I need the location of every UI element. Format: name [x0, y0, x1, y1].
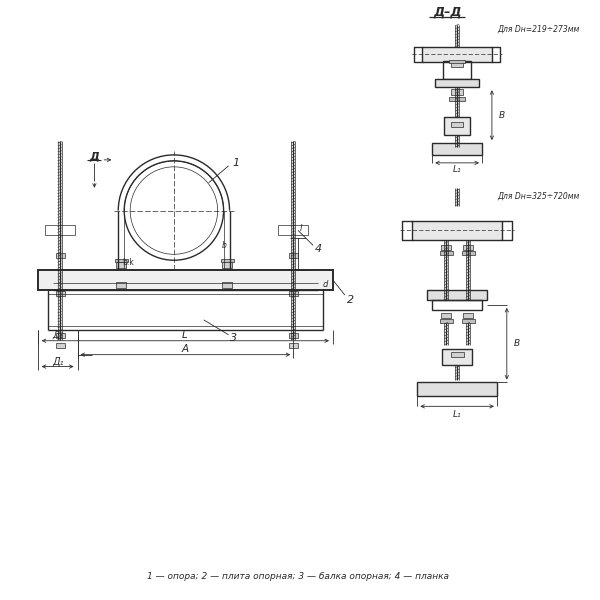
Bar — [115, 259, 128, 262]
Bar — [463, 245, 473, 250]
Bar — [451, 61, 463, 67]
Bar — [278, 226, 308, 235]
Bar — [451, 122, 463, 127]
Bar — [432, 300, 482, 310]
Bar — [45, 226, 74, 235]
Bar — [221, 262, 232, 268]
Bar — [116, 282, 126, 288]
Text: A: A — [181, 344, 188, 353]
Bar — [451, 352, 464, 356]
Bar — [56, 253, 65, 258]
Text: Для Dн=219÷273мм: Для Dн=219÷273мм — [497, 24, 579, 33]
Bar — [412, 220, 502, 241]
Text: L₁: L₁ — [453, 166, 461, 175]
Text: l: l — [300, 224, 302, 233]
Text: L: L — [182, 330, 188, 340]
Bar — [451, 89, 463, 95]
Bar — [440, 319, 453, 323]
Bar — [221, 282, 232, 288]
Bar — [289, 333, 298, 338]
Text: b.k: b.k — [122, 258, 134, 267]
Text: 1: 1 — [232, 158, 239, 168]
Bar — [463, 313, 473, 318]
Bar — [116, 262, 126, 268]
Text: Д–Д: Д–Д — [433, 5, 461, 19]
Bar — [441, 313, 451, 318]
Bar — [435, 79, 479, 88]
Text: L₁: L₁ — [453, 410, 461, 419]
Text: 4: 4 — [314, 244, 322, 254]
Text: B: B — [514, 339, 520, 348]
Text: 3: 3 — [230, 333, 237, 343]
Text: Д: Д — [89, 151, 100, 161]
Bar — [443, 61, 471, 79]
Bar — [289, 253, 298, 258]
Bar — [462, 319, 475, 323]
Text: 2: 2 — [347, 295, 355, 305]
Bar — [462, 251, 475, 255]
Text: Д₁: Д₁ — [52, 356, 64, 367]
Text: d: d — [322, 280, 328, 289]
Text: 1 — опора; 2 — плита опорная; 3 — балка опорная; 4 — планка: 1 — опора; 2 — плита опорная; 3 — балка … — [147, 572, 449, 581]
Bar — [422, 47, 492, 61]
Bar — [56, 333, 65, 338]
Bar — [432, 143, 482, 155]
Bar — [289, 291, 298, 296]
Bar — [449, 97, 465, 101]
Bar — [444, 117, 470, 135]
Bar — [418, 382, 497, 397]
Bar — [442, 349, 472, 365]
Bar — [441, 245, 451, 250]
Text: b: b — [222, 241, 227, 250]
Bar — [38, 270, 333, 290]
Text: Для Dн=325÷720мм: Для Dн=325÷720мм — [497, 191, 579, 200]
Text: B: B — [499, 110, 505, 119]
Bar — [56, 343, 65, 347]
Bar — [221, 259, 233, 262]
Bar — [440, 251, 453, 255]
Bar — [449, 59, 465, 64]
Bar — [289, 343, 298, 347]
Bar — [427, 290, 487, 300]
Bar — [56, 291, 65, 296]
Text: Д₁: Д₁ — [52, 330, 63, 339]
